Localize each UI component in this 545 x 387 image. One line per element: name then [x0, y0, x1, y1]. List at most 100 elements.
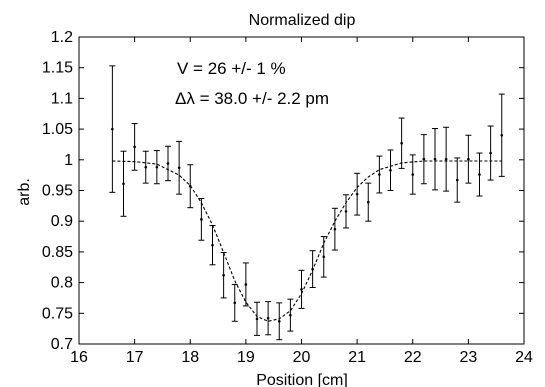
data-marker	[500, 133, 504, 137]
y-tick-label: 0.9	[51, 213, 73, 230]
data-point	[131, 123, 138, 171]
data-marker	[478, 173, 481, 176]
data-marker	[333, 227, 337, 231]
x-tick-label: 20	[293, 349, 311, 366]
data-marker	[422, 157, 426, 161]
data-point	[231, 283, 238, 322]
data-point	[487, 125, 494, 181]
data-point	[409, 154, 416, 195]
data-point	[276, 302, 283, 341]
data-marker	[222, 273, 225, 277]
annotation-visibility: V = 26 +/- 1 %	[177, 59, 286, 78]
data-marker	[366, 200, 370, 204]
data-marker	[389, 168, 392, 172]
data-marker	[411, 173, 415, 176]
data-point	[287, 298, 294, 332]
y-tick-label: 0.8	[51, 275, 73, 292]
data-point	[176, 140, 183, 195]
x-tick-label: 21	[348, 349, 366, 366]
data-marker	[266, 316, 270, 320]
data-point	[354, 172, 361, 216]
data-point	[109, 65, 116, 193]
data-marker	[322, 255, 326, 259]
x-tick-label: 23	[459, 349, 477, 366]
data-point	[298, 269, 305, 309]
data-marker	[111, 127, 114, 131]
data-marker	[200, 218, 203, 221]
data-marker	[400, 141, 403, 145]
x-tick-label: 16	[70, 349, 88, 366]
y-tick-label: 1.05	[42, 121, 73, 138]
x-tick-label: 19	[237, 349, 255, 366]
data-marker	[144, 165, 148, 169]
data-marker	[300, 288, 303, 291]
data-marker	[378, 173, 381, 176]
y-tick-label: 1.1	[51, 90, 73, 107]
data-marker	[122, 182, 125, 186]
data-marker	[433, 157, 437, 161]
data-point	[343, 194, 349, 229]
data-marker	[133, 145, 136, 149]
fit-curve	[112, 160, 502, 322]
data-marker	[255, 317, 259, 321]
data-marker	[211, 243, 214, 247]
y-tick-label: 0.7	[51, 336, 73, 353]
x-axis-label: Position [cm]	[256, 372, 348, 387]
data-marker	[344, 210, 348, 213]
x-tick-label: 17	[126, 349, 144, 366]
data-point	[209, 224, 216, 266]
y-tick-label: 0.75	[42, 305, 73, 322]
chart-title: Normalized dip	[249, 12, 356, 29]
data-point	[187, 164, 194, 209]
x-tick-label: 22	[404, 349, 422, 366]
data-marker	[188, 184, 192, 188]
data-point	[465, 134, 472, 184]
data-point	[443, 126, 450, 192]
y-tick-label: 1.2	[51, 29, 73, 46]
data-marker	[489, 151, 492, 155]
annotation-bandwidth: Δλ = 38.0 +/- 2.2 pm	[175, 89, 329, 108]
y-tick-label: 1	[64, 152, 73, 169]
data-point	[420, 134, 427, 185]
data-marker	[244, 283, 248, 286]
data-marker	[444, 157, 448, 161]
data-point	[376, 155, 383, 194]
data-point	[265, 301, 272, 336]
data-point	[365, 182, 372, 222]
data-point	[398, 117, 405, 169]
data-marker	[177, 166, 181, 170]
data-point	[220, 252, 227, 299]
data-marker	[355, 192, 359, 196]
data-marker	[455, 178, 459, 182]
x-tick-label: 24	[515, 349, 533, 366]
data-point	[153, 150, 160, 185]
data-point	[120, 150, 127, 217]
data-point	[432, 127, 438, 191]
data-point	[476, 152, 483, 197]
data-marker	[166, 162, 170, 165]
data-marker	[289, 313, 292, 317]
data-point	[142, 150, 149, 184]
x-tick-label: 18	[181, 349, 199, 366]
y-tick-label: 0.95	[42, 183, 73, 200]
data-point	[320, 236, 327, 278]
data-marker	[155, 165, 159, 169]
data-point	[242, 262, 249, 307]
data-marker	[277, 319, 281, 323]
data-point	[387, 149, 394, 191]
data-marker	[233, 301, 237, 305]
data-point	[254, 301, 260, 336]
data-point	[454, 157, 461, 203]
data-marker	[467, 157, 470, 161]
data-point	[309, 250, 316, 289]
data-point	[165, 145, 171, 182]
data-point	[198, 197, 205, 241]
y-tick-label: 1.15	[42, 60, 73, 77]
y-axis-label: arb.	[16, 178, 33, 206]
data-point	[331, 207, 338, 251]
data-point	[498, 93, 505, 177]
y-tick-label: 0.85	[42, 244, 73, 261]
data-marker	[311, 267, 314, 271]
